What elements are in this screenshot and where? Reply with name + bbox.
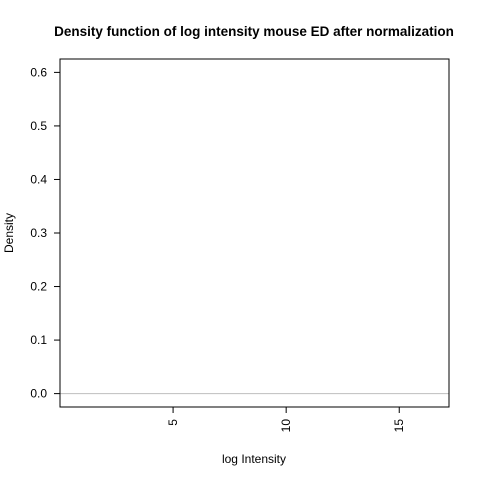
y-tick-label: 0.6 [30, 65, 47, 79]
y-axis: 0.0 0.1 0.2 0.3 0.4 0.5 0.6 [30, 65, 60, 401]
x-tick-label: 15 [392, 419, 406, 433]
plot-area-frame [59, 58, 450, 408]
x-tick-label: 5 [166, 419, 180, 426]
y-tick-label: 0.5 [30, 119, 47, 133]
y-tick-label: 0.2 [30, 280, 47, 294]
y-axis-label: Density [2, 213, 16, 253]
x-axis-label: log Intensity [222, 452, 286, 466]
y-tick-label: 0.3 [30, 226, 47, 240]
chart-title: Density function of log intensity mouse … [54, 24, 454, 39]
y-tick-label: 0.1 [30, 333, 47, 347]
x-tick-label: 10 [279, 419, 293, 433]
y-tick-label: 0.4 [30, 172, 47, 186]
y-tick-label: 0.0 [30, 387, 47, 401]
x-axis: 5 10 15 [166, 407, 406, 432]
